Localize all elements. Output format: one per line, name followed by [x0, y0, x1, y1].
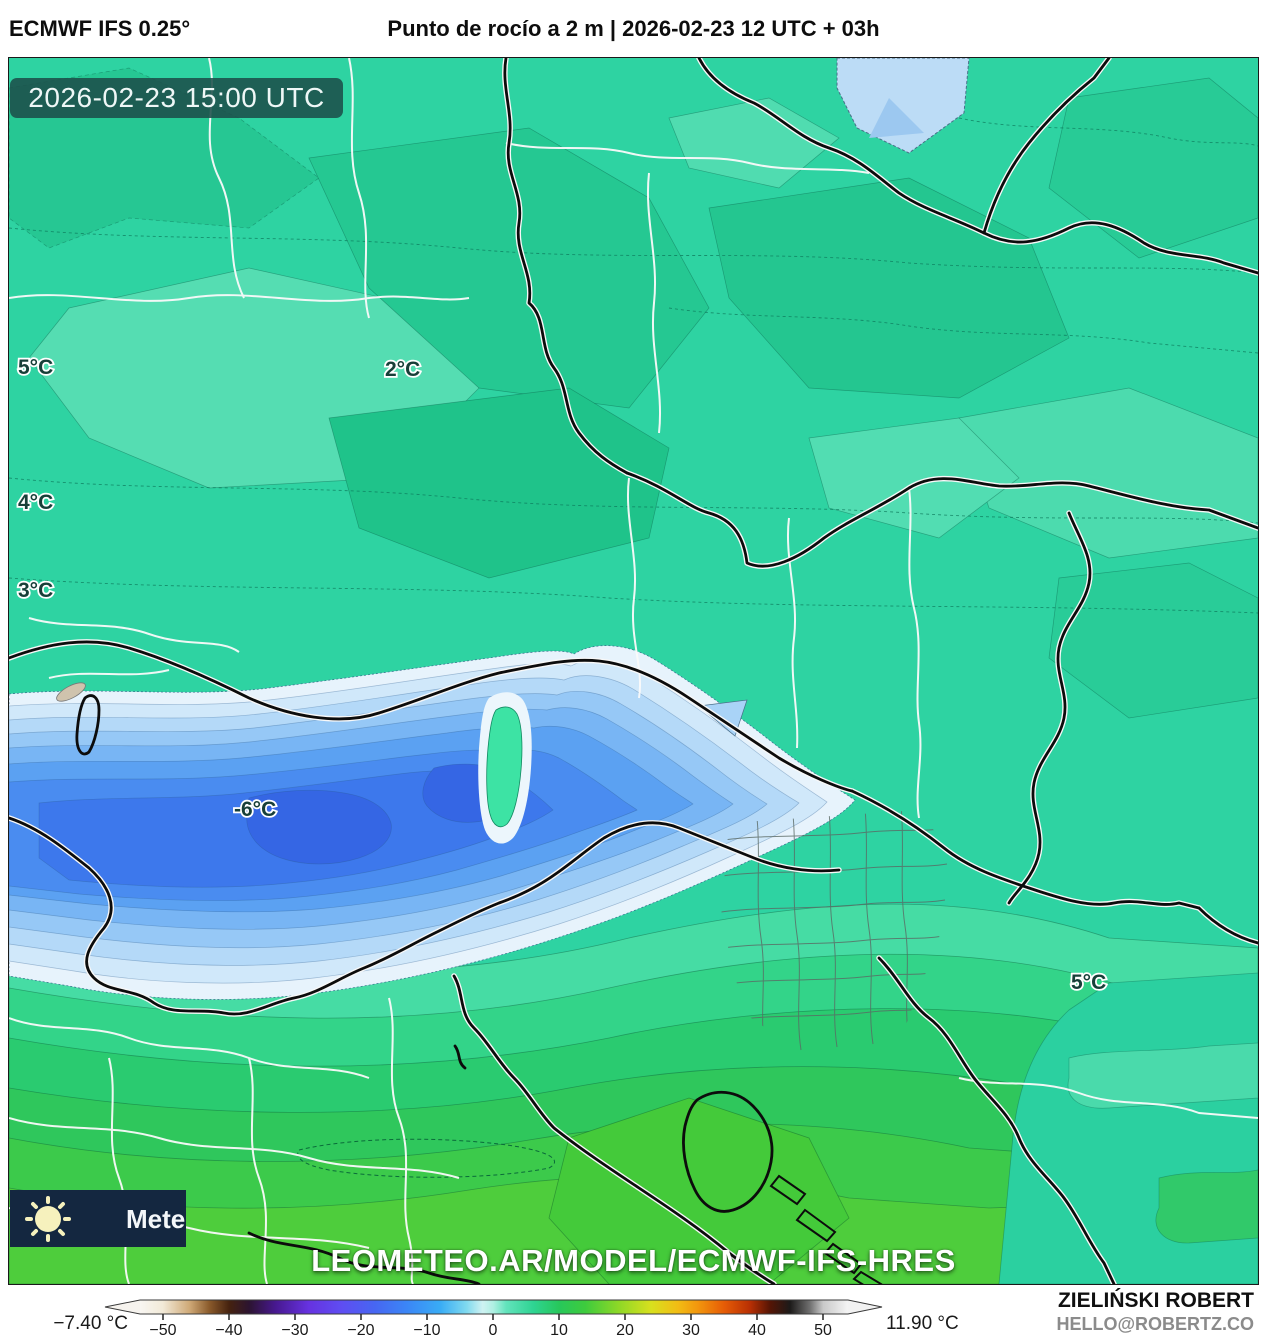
attribution: ZIELIŃSKI ROBERT HELLO@ROBERTZ.CO — [1056, 1289, 1254, 1335]
page-title: Punto de rocío a 2 m | 2026-02-23 12 UTC… — [387, 16, 880, 41]
map-label-4c: 4°C — [18, 491, 53, 514]
valid-time-chip: 2026-02-23 15:00 UTC — [10, 78, 343, 118]
tick-minus30: −30 — [281, 1322, 308, 1338]
model-name: ECMWF IFS 0.25° — [9, 16, 191, 41]
sun-icon — [25, 1196, 71, 1242]
tick-40: 40 — [748, 1322, 766, 1338]
tick-20: 20 — [616, 1322, 634, 1338]
tick-50: 50 — [814, 1322, 832, 1338]
map-label-5c-left: 5°C — [18, 356, 53, 379]
map-value-labels: 5°C 4°C 3°C 2°C -6°C 5°C — [16, 354, 1108, 996]
colorbar-ticks — [162, 1314, 824, 1320]
map-label-2c: 2°C — [385, 358, 420, 381]
tick-minus20: −20 — [347, 1322, 374, 1338]
tick-minus10: −10 — [413, 1322, 440, 1338]
tick-30: 30 — [682, 1322, 700, 1338]
colorbar-tick-labels: −50 −40 −30 −20 −10 0 10 20 30 40 50 — [149, 1322, 832, 1338]
field-max-label: 11.90 °C — [886, 1313, 959, 1334]
field-min-label: −7.40 °C — [53, 1313, 128, 1334]
tick-minus40: −40 — [215, 1322, 242, 1338]
author-name: ZIELIŃSKI ROBERT — [1057, 1289, 1254, 1312]
site-logo: Meteo — [10, 1190, 186, 1247]
map-label-3c: 3°C — [18, 579, 53, 602]
logo-wordmark: Meteo — [126, 1204, 186, 1234]
tick-10: 10 — [550, 1322, 568, 1338]
weather-contour-map: 5°C 4°C 3°C 2°C -6°C 5°C — [9, 58, 1258, 1284]
map-label-minus6c: -6°C — [234, 798, 276, 821]
author-contact: HELLO@ROBERTZ.CO — [1056, 1314, 1254, 1334]
colorbar: −50 −40 −30 −20 −10 0 10 20 30 40 50 −7.… — [53, 1299, 959, 1338]
commune-borders — [721, 810, 950, 1054]
map-label-5c-right: 5°C — [1071, 971, 1106, 994]
tick-minus50: −50 — [149, 1322, 176, 1338]
map-canvas: 5°C 4°C 3°C 2°C -6°C 5°C — [8, 57, 1259, 1285]
watermark-url: LEOMETEO.AR/MODEL/ECMWF-IFS-HRES — [311, 1243, 956, 1278]
tick-0: 0 — [489, 1322, 498, 1338]
